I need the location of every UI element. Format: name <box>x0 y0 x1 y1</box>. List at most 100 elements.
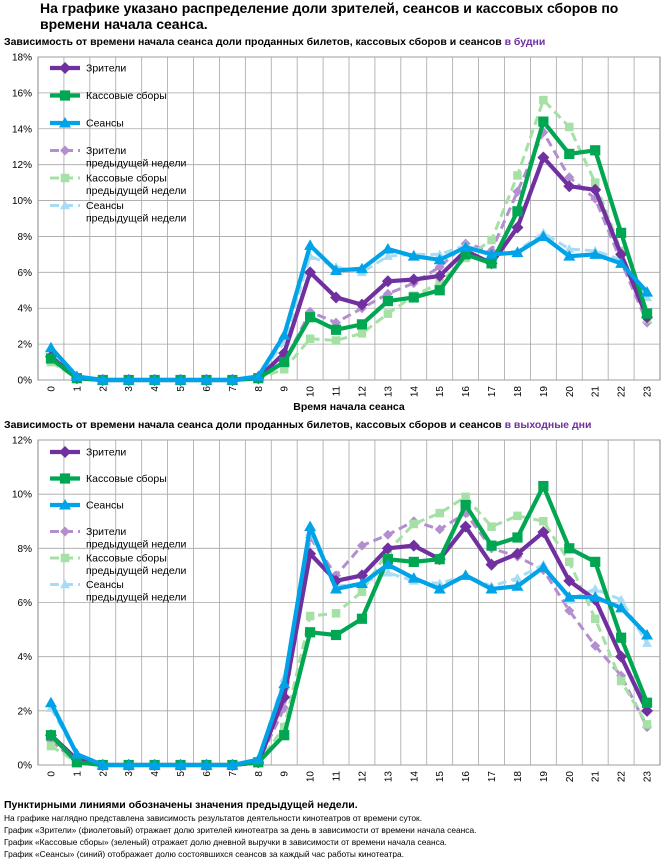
legend-swatch-marker <box>60 553 70 563</box>
data-point <box>45 353 57 364</box>
data-point <box>459 241 472 252</box>
legend-swatch-marker <box>60 526 70 537</box>
data-point <box>642 638 653 647</box>
data-point <box>563 250 576 261</box>
x-tick-label: 13 <box>383 771 394 783</box>
legend-label: Кассовые сборы <box>86 473 167 485</box>
data-point <box>590 614 600 623</box>
data-point <box>331 609 341 618</box>
data-point <box>174 374 187 385</box>
data-point <box>433 582 446 594</box>
y-tick-label: 18% <box>12 53 32 64</box>
x-tick-label: 3 <box>124 771 135 777</box>
data-point <box>564 605 575 616</box>
x-tick-label: 6 <box>202 771 213 777</box>
data-point <box>355 262 368 274</box>
x-tick-label: 4 <box>150 771 161 777</box>
x-tick-label: 20 <box>565 386 576 398</box>
data-point <box>382 251 393 260</box>
data-point <box>330 264 343 276</box>
data-point <box>538 116 549 127</box>
data-point <box>330 629 342 641</box>
data-point <box>174 759 187 770</box>
legend-label: Сеансы <box>86 200 124 212</box>
footer: Пунктирными линиями обозначены значения … <box>4 799 664 860</box>
x-tick-label: 2 <box>98 386 109 392</box>
legend-label: Сеансы <box>86 579 124 591</box>
data-point <box>537 230 550 241</box>
legend-label: Зрители <box>86 526 126 538</box>
x-tick-label: 1 <box>72 386 83 392</box>
data-point <box>512 206 523 217</box>
legend-label: предыдущей недели <box>86 158 186 170</box>
x-tick-label: 12 <box>357 771 368 783</box>
data-point <box>616 594 627 604</box>
series-sessions <box>44 520 654 770</box>
data-point <box>355 577 368 589</box>
legend-label: Кассовые сборы <box>86 553 167 565</box>
data-point <box>511 246 524 258</box>
data-point <box>304 239 317 250</box>
data-point <box>616 676 626 686</box>
data-point <box>512 186 523 197</box>
weekday-chart: 0%2%4%6%8%10%12%14%16%18%0 1 2 3 4 5 6 7 8 9 10 11 1… <box>12 53 661 413</box>
data-point <box>486 540 497 551</box>
data-point <box>564 543 575 554</box>
data-point <box>511 221 524 234</box>
data-point <box>485 582 498 594</box>
y-tick-label: 16% <box>12 88 32 99</box>
data-point <box>278 329 291 340</box>
weekday-chart-title-main: Зависимость от времени начала сеанса дол… <box>4 36 505 48</box>
data-point <box>409 519 419 529</box>
legend-label: Зрители <box>86 63 126 75</box>
x-tick-label: 6 <box>202 386 213 392</box>
data-point <box>96 374 109 385</box>
x-tick-label: 17 <box>487 771 498 783</box>
legend-swatch-marker <box>60 200 70 210</box>
data-point <box>434 261 445 272</box>
x-tick-label: 15 <box>435 386 446 398</box>
data-point <box>563 574 576 587</box>
footer-line: График «Зрители» (фиолетовый) отражает д… <box>4 825 477 835</box>
data-point <box>356 319 368 330</box>
data-point <box>435 508 444 518</box>
weekday-chart-title-accent: в будни <box>504 36 546 48</box>
data-point <box>459 520 472 533</box>
weekend-chart-title: Зависимость от времени начала сеанса дол… <box>4 419 591 431</box>
y-tick-label: 0% <box>18 761 33 772</box>
data-point <box>512 532 523 543</box>
x-tick-label: 10 <box>306 771 317 783</box>
data-point <box>513 511 522 521</box>
x-tick-label: 19 <box>539 771 550 783</box>
y-tick-label: 4% <box>18 652 33 663</box>
data-point <box>355 298 368 311</box>
x-tick-label: 19 <box>539 386 550 398</box>
x-tick-label: 10 <box>306 386 317 398</box>
data-point <box>537 151 550 164</box>
data-point <box>615 601 628 613</box>
x-tick-label: 16 <box>461 386 472 398</box>
data-point <box>304 266 317 279</box>
data-point <box>381 243 394 254</box>
legend-swatch-marker <box>60 145 70 156</box>
legend-swatch-marker <box>59 473 71 484</box>
data-point <box>434 554 445 565</box>
data-point <box>487 235 496 245</box>
x-tick-label: 11 <box>332 771 343 782</box>
main-title: На графике указано распределение доли зр… <box>40 0 619 32</box>
data-point <box>590 583 601 593</box>
data-point <box>279 356 290 368</box>
x-tick-label: 4 <box>150 386 161 392</box>
legend-label: предыдущей недели <box>86 565 186 577</box>
data-point <box>460 249 471 260</box>
legend-label: Сеансы <box>86 118 124 130</box>
x-tick-label: 8 <box>254 386 265 392</box>
data-point <box>304 520 317 532</box>
data-point <box>330 582 343 594</box>
data-point <box>433 269 446 282</box>
x-tick-label: 22 <box>617 386 628 398</box>
data-point <box>148 759 161 770</box>
x-tick-label: 20 <box>565 771 576 783</box>
y-tick-label: 10% <box>12 490 32 501</box>
data-point <box>70 370 83 381</box>
